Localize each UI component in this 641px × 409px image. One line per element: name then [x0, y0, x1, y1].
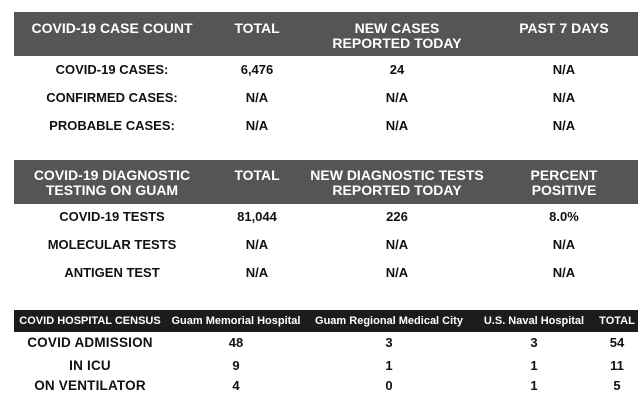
row-gmh: 48 — [228, 335, 244, 350]
hospital-row: IN ICU 9 1 1 11 — [14, 356, 638, 376]
diagnostic-header: COVID-19 DIAGNOSTIC TESTING ON GUAM TOTA… — [14, 160, 638, 204]
diagnostic-header-label-line2: TESTING ON GUAM — [45, 182, 179, 198]
diagnostic-header-percent-line2: POSITIVE — [531, 182, 597, 198]
row-usnh: 3 — [530, 335, 538, 350]
row-total: 81,044 — [237, 209, 277, 224]
row-gmh: 4 — [232, 378, 240, 393]
row-percent: N/A — [552, 237, 576, 252]
hospital-header-usnh: U.S. Naval Hospital — [483, 315, 585, 327]
diagnostic-header-new-line2: REPORTED TODAY — [332, 182, 462, 198]
diagnostic-header-percent-line1: PERCENT — [530, 167, 598, 183]
diagnostic-row: MOLECULAR TESTS N/A N/A N/A — [14, 235, 638, 255]
row-total: N/A — [245, 118, 269, 133]
row-label: ON VENTILATOR — [34, 378, 146, 393]
row-usnh: 1 — [530, 378, 538, 393]
row-total: 54 — [609, 335, 625, 350]
row-total: N/A — [245, 90, 269, 105]
diagnostic-header-new-line1: NEW DIAGNOSTIC TESTS — [310, 167, 484, 183]
case-count-header-new-line2: REPORTED TODAY — [332, 35, 462, 51]
row-new: N/A — [385, 265, 409, 280]
row-label: COVID-19 TESTS — [59, 209, 165, 224]
diagnostic-header-label-line1: COVID-19 DIAGNOSTIC — [33, 167, 191, 183]
hospital-row: COVID ADMISSION 48 3 3 54 — [14, 333, 638, 353]
row-total: N/A — [245, 237, 269, 252]
row-total: 5 — [613, 378, 621, 393]
case-count-header-total: TOTAL — [234, 20, 280, 36]
hospital-header-label: COVID HOSPITAL CENSUS — [19, 315, 161, 327]
case-count-header-label: COVID-19 CASE COUNT — [31, 20, 193, 36]
row-percent: 8.0% — [549, 209, 579, 224]
row-label: CONFIRMED CASES: — [46, 90, 178, 105]
diagnostic-row: COVID-19 TESTS 81,044 226 8.0% — [14, 207, 638, 227]
row-new: N/A — [385, 90, 409, 105]
diagnostic-header-total: TOTAL — [234, 167, 280, 183]
row-label: IN ICU — [69, 358, 111, 373]
case-count-row: CONFIRMED CASES: N/A N/A N/A — [14, 88, 638, 108]
row-past7: N/A — [552, 62, 576, 77]
hospital-row: ON VENTILATOR 4 0 1 5 — [14, 376, 638, 396]
row-label: COVID ADMISSION — [27, 335, 153, 350]
case-count-header-new-line1: NEW CASES — [354, 20, 440, 36]
row-grmc: 0 — [385, 378, 393, 393]
case-count-header: COVID-19 CASE COUNT TOTAL NEW CASES REPO… — [14, 12, 638, 56]
row-label: COVID-19 CASES: — [55, 62, 169, 77]
row-label: MOLECULAR TESTS — [47, 237, 177, 252]
row-new: N/A — [385, 118, 409, 133]
case-count-row: COVID-19 CASES: 6,476 24 N/A — [14, 60, 638, 80]
row-total: 6,476 — [240, 62, 274, 77]
row-new: 24 — [389, 62, 405, 77]
row-label: ANTIGEN TEST — [64, 265, 160, 280]
row-label: PROBABLE CASES: — [49, 118, 175, 133]
hospital-census-header: COVID HOSPITAL CENSUS Guam Memorial Hosp… — [14, 310, 638, 332]
row-percent: N/A — [552, 265, 576, 280]
case-count-header-past7: PAST 7 DAYS — [519, 20, 609, 36]
row-usnh: 1 — [530, 358, 538, 373]
hospital-header-total: TOTAL — [599, 315, 635, 327]
row-past7: N/A — [552, 90, 576, 105]
row-gmh: 9 — [232, 358, 240, 373]
row-grmc: 3 — [385, 335, 393, 350]
row-past7: N/A — [552, 118, 576, 133]
row-total: 11 — [610, 358, 624, 373]
case-count-row: PROBABLE CASES: N/A N/A N/A — [14, 116, 638, 136]
row-grmc: 1 — [385, 358, 393, 373]
row-new: 226 — [386, 209, 408, 224]
hospital-header-gmh: Guam Memorial Hospital — [171, 315, 301, 327]
row-new: N/A — [385, 237, 409, 252]
hospital-header-grmc: Guam Regional Medical City — [315, 315, 463, 327]
row-total: N/A — [245, 265, 269, 280]
diagnostic-row: ANTIGEN TEST N/A N/A N/A — [14, 263, 638, 283]
